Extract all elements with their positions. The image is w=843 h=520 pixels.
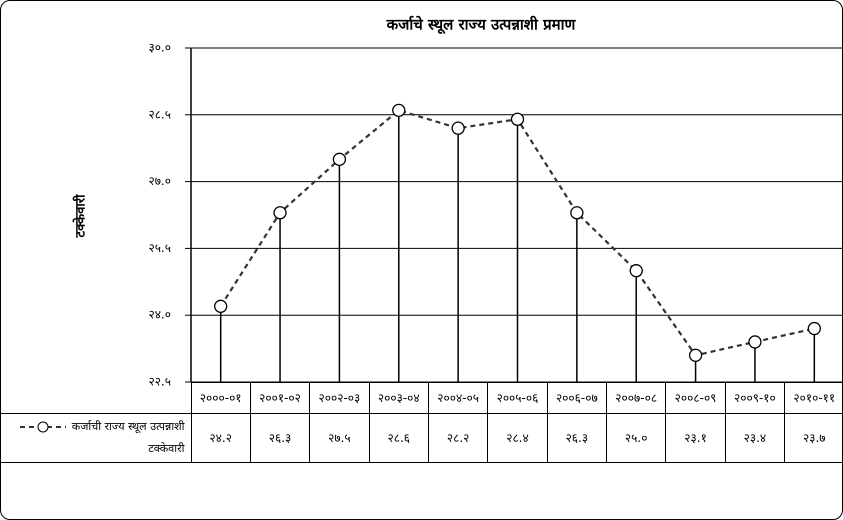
category-row: २०००-०१ २००१-०२ २००२-०३ २००३-०४ २००४-०५ २००५-… xyxy=(1,382,842,414)
value-label: २८.२ xyxy=(427,413,489,463)
marker xyxy=(214,299,228,313)
data-table: २०००-०१ २००१-०२ २००२-०३ २००३-०४ २००४-०५ २००५-… xyxy=(1,382,842,463)
marker xyxy=(451,121,465,135)
legend-marker xyxy=(37,421,49,433)
marker xyxy=(629,264,643,278)
marker xyxy=(332,152,347,166)
value-label: २८.६ xyxy=(368,413,429,463)
x-tick-label: २००२-०३ xyxy=(309,382,370,414)
value-label: २७.५ xyxy=(309,413,370,463)
x-tick-label: २००८-०९ xyxy=(665,382,726,414)
marker xyxy=(748,335,762,349)
x-tick-label: २०००-०१ xyxy=(190,382,251,414)
y-tick-label: २८.५ xyxy=(148,107,171,121)
marker xyxy=(688,348,703,362)
marker xyxy=(510,112,525,126)
value-label: २६.३ xyxy=(249,413,311,463)
value-label: २४.२ xyxy=(190,413,251,463)
value-label: २३.१ xyxy=(665,413,726,463)
value-label: २८.४ xyxy=(487,413,548,463)
value-label: २३.७ xyxy=(784,413,842,463)
x-tick-label: २००१-०२ xyxy=(249,382,311,414)
y-tick-label: ३०.० xyxy=(148,41,171,55)
marker xyxy=(273,206,287,220)
x-tick-label: २००९-१० xyxy=(724,382,786,414)
y-axis-label: टक्केवारी xyxy=(73,194,89,239)
x-tick-label: २०१०-११ xyxy=(784,382,842,414)
marker xyxy=(392,103,406,117)
legend-label: कर्जाची राज्य स्थूल उत्पन्नाशी टक्केवारी xyxy=(71,420,185,455)
value-label: २५.० xyxy=(606,413,667,463)
legend-entry: कर्जाची राज्य स्थूल उत्पन्नाशी टक्केवारी xyxy=(1,413,192,463)
blank-cell xyxy=(1,382,192,414)
marker xyxy=(570,206,584,220)
x-tick-label: २००३-०४ xyxy=(368,382,429,414)
x-tick-label: २००४-०५ xyxy=(427,382,489,414)
x-tick-label: २००७-०८ xyxy=(606,382,667,414)
value-row: कर्जाची राज्य स्थूल उत्पन्नाशी टक्केवारी… xyxy=(1,413,842,463)
chart-title: कर्जाचे स्थूल राज्य उत्पन्नाशी प्रमाण xyxy=(386,16,577,35)
value-label: २३.४ xyxy=(724,413,786,463)
marker xyxy=(807,321,821,336)
y-tick-label: २४.० xyxy=(148,308,171,322)
y-tick-label: २७.० xyxy=(148,174,171,188)
value-label: २६.३ xyxy=(546,413,608,463)
legend-swatch xyxy=(20,421,67,433)
x-tick-label: २००५-०६ xyxy=(487,382,548,414)
x-tick-label: २००६-०७ xyxy=(546,382,608,414)
y-tick-label: २५.५ xyxy=(148,241,171,255)
